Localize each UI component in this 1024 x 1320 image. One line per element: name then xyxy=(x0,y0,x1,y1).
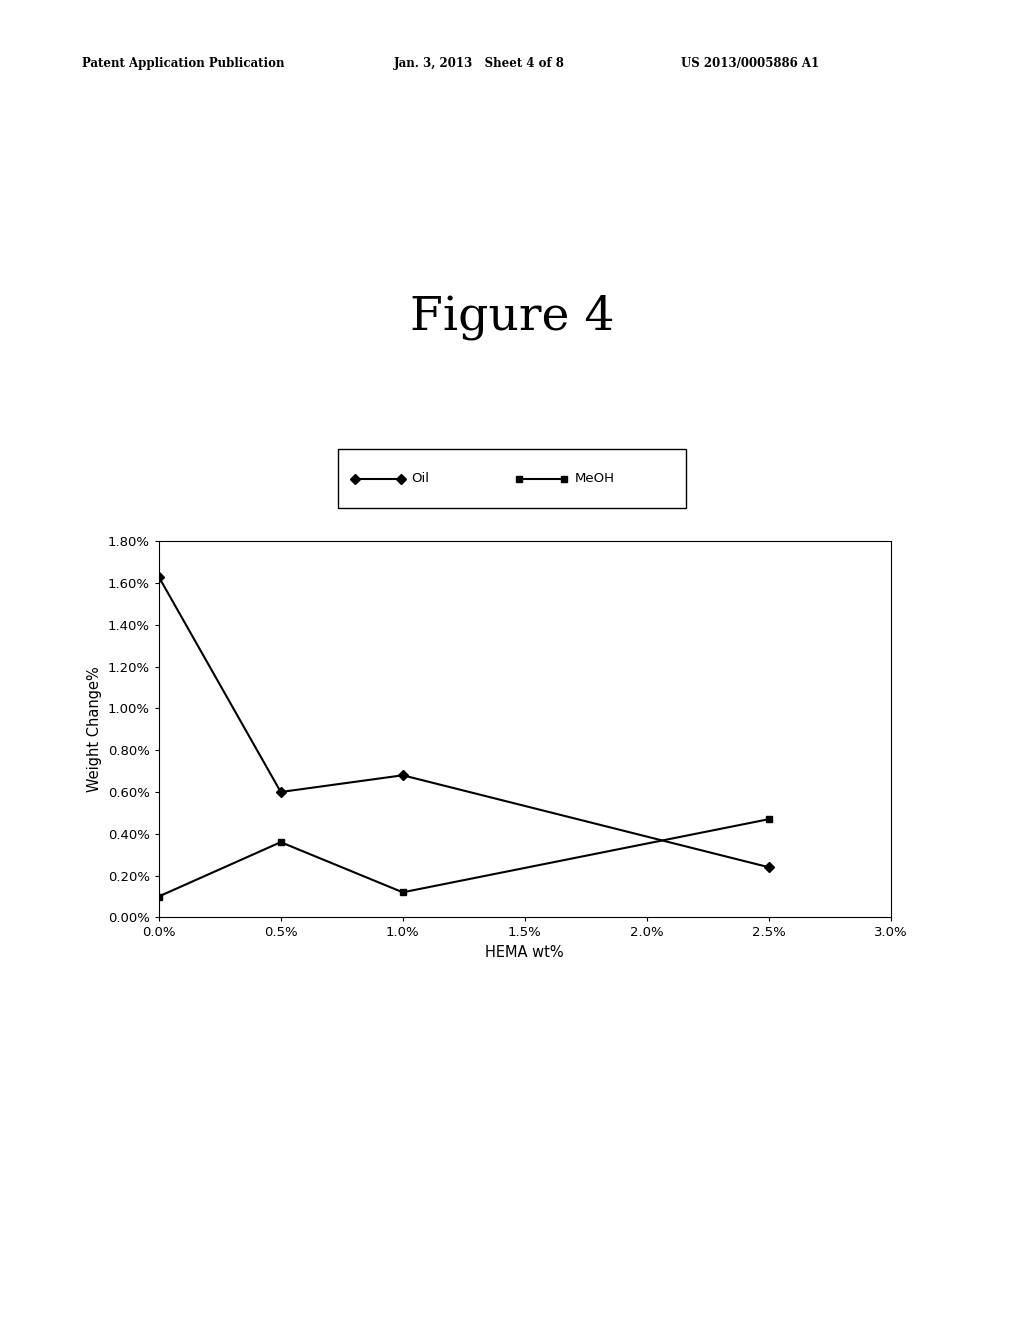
Text: MeOH: MeOH xyxy=(574,473,614,484)
X-axis label: HEMA wt%: HEMA wt% xyxy=(485,945,564,960)
Oil xyxy=(396,767,409,783)
MeOH xyxy=(153,888,165,904)
MeOH xyxy=(763,812,775,828)
Oil xyxy=(763,859,775,875)
Oil xyxy=(153,569,165,585)
MeOH xyxy=(274,834,287,850)
Y-axis label: Weight Change%: Weight Change% xyxy=(87,667,102,792)
FancyBboxPatch shape xyxy=(338,449,686,508)
Text: Figure 4: Figure 4 xyxy=(410,294,614,339)
Line: MeOH: MeOH xyxy=(156,816,772,900)
Line: Oil: Oil xyxy=(156,573,772,871)
Text: Jan. 3, 2013   Sheet 4 of 8: Jan. 3, 2013 Sheet 4 of 8 xyxy=(394,57,565,70)
Oil xyxy=(274,784,287,800)
Text: Oil: Oil xyxy=(411,473,429,484)
Text: US 2013/0005886 A1: US 2013/0005886 A1 xyxy=(681,57,819,70)
Text: Patent Application Publication: Patent Application Publication xyxy=(82,57,285,70)
MeOH xyxy=(396,884,409,900)
